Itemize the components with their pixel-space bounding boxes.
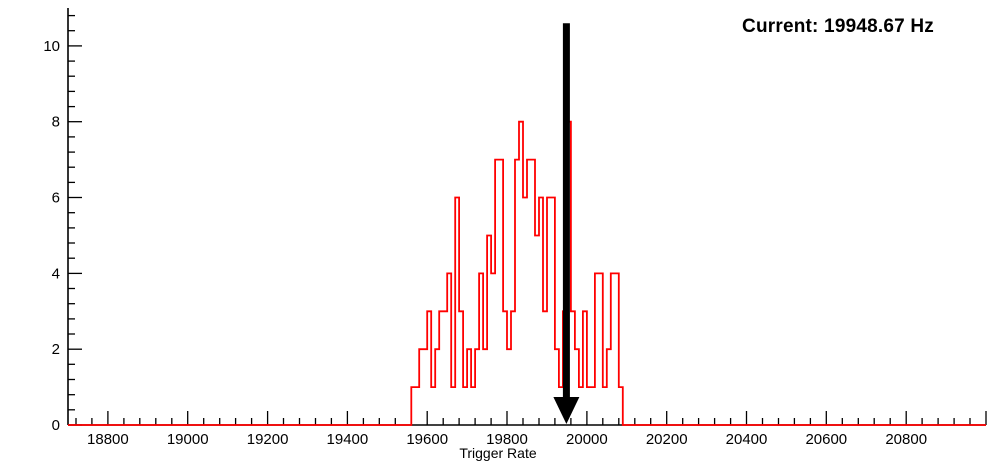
axes <box>67 8 986 426</box>
svg-text:20000: 20000 <box>566 431 608 448</box>
current-rate-arrow <box>553 23 580 424</box>
svg-text:0: 0 <box>52 417 60 434</box>
svg-text:19600: 19600 <box>406 431 448 448</box>
svg-text:19000: 19000 <box>167 431 209 448</box>
x-ticks <box>75 411 987 425</box>
x-axis-title: Trigger Rate <box>459 445 537 461</box>
histogram-series <box>68 120 986 426</box>
svg-text:10: 10 <box>43 38 60 55</box>
current-rate-label: Current: 19948.67 Hz <box>742 16 934 37</box>
y-ticks <box>68 14 82 426</box>
svg-text:19200: 19200 <box>247 431 289 448</box>
x-tick-labels: 18800 19000 19200 19400 19600 19800 20000 20200… <box>87 431 927 448</box>
svg-text:20200: 20200 <box>646 431 688 448</box>
arrowhead-icon <box>553 397 580 424</box>
svg-text:19800: 19800 <box>486 431 528 448</box>
svg-text:4: 4 <box>52 265 60 282</box>
svg-text:20400: 20400 <box>726 431 768 448</box>
svg-text:18800: 18800 <box>87 431 129 448</box>
svg-text:20800: 20800 <box>885 431 927 448</box>
svg-text:20600: 20600 <box>805 431 847 448</box>
svg-text:19400: 19400 <box>327 431 369 448</box>
svg-text:6: 6 <box>52 190 60 207</box>
svg-text:2: 2 <box>52 341 60 358</box>
svg-text:8: 8 <box>52 114 60 131</box>
y-tick-labels: 0 2 4 6 8 10 <box>43 38 60 434</box>
